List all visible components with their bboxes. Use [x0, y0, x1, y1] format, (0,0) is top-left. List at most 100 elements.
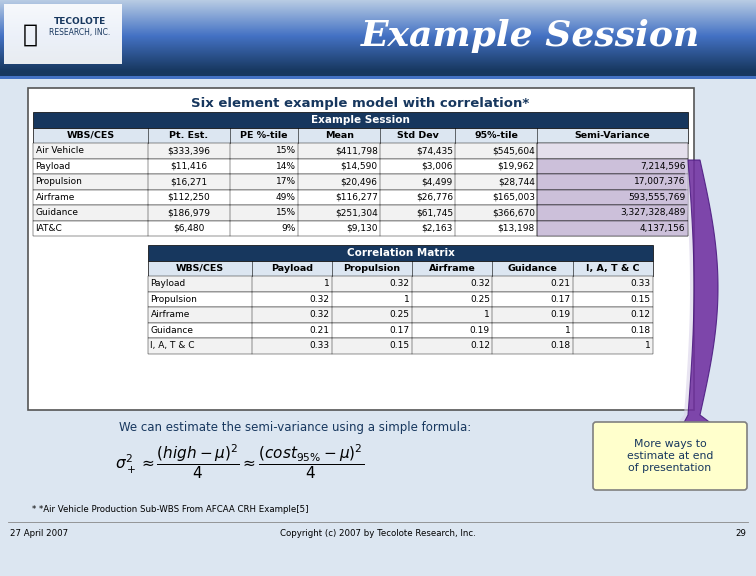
Bar	[0, 7, 756, 8]
Bar	[0, 5, 756, 6]
Text: 7,214,596: 7,214,596	[640, 162, 686, 170]
FancyBboxPatch shape	[148, 323, 653, 338]
Text: Semi-Variance: Semi-Variance	[575, 131, 650, 140]
Bar	[0, 22, 756, 23]
Bar	[0, 69, 756, 70]
FancyBboxPatch shape	[148, 338, 653, 354]
Text: $6,480: $6,480	[173, 223, 204, 233]
Text: 17,007,376: 17,007,376	[634, 177, 686, 186]
Text: 29: 29	[735, 529, 746, 539]
Bar	[0, 14, 756, 15]
Bar	[0, 42, 756, 43]
Text: $3,006: $3,006	[422, 162, 453, 170]
Text: $13,198: $13,198	[497, 223, 534, 233]
Text: $366,670: $366,670	[492, 209, 534, 217]
Bar	[0, 3, 756, 4]
Text: $112,250: $112,250	[167, 193, 210, 202]
Bar	[0, 45, 756, 46]
Text: Propulsion: Propulsion	[36, 177, 82, 186]
FancyBboxPatch shape	[33, 143, 688, 158]
Text: 0.32: 0.32	[309, 295, 330, 304]
Text: Propulsion: Propulsion	[150, 295, 197, 304]
Text: Pt. Est.: Pt. Est.	[169, 131, 208, 140]
Bar	[0, 70, 756, 71]
Bar	[0, 10, 756, 11]
Bar	[0, 53, 756, 54]
FancyBboxPatch shape	[538, 221, 688, 236]
Text: 14%: 14%	[276, 162, 296, 170]
Bar	[0, 38, 756, 39]
FancyBboxPatch shape	[33, 205, 688, 221]
Text: 0.18: 0.18	[631, 326, 650, 335]
FancyBboxPatch shape	[0, 72, 756, 76]
Bar	[0, 47, 756, 48]
Text: $11,416: $11,416	[170, 162, 207, 170]
Text: 1: 1	[645, 341, 650, 350]
Text: 0.17: 0.17	[550, 295, 570, 304]
Text: PE %-tile: PE %-tile	[240, 131, 287, 140]
Text: Payload: Payload	[36, 162, 71, 170]
Bar	[0, 4, 756, 5]
Text: TECOLOTE: TECOLOTE	[54, 17, 106, 26]
Bar	[0, 30, 756, 31]
Text: 15%: 15%	[276, 209, 296, 217]
Text: Correlation Matrix: Correlation Matrix	[346, 248, 454, 257]
Text: WBS/CES: WBS/CES	[67, 131, 114, 140]
Bar	[0, 57, 756, 58]
FancyBboxPatch shape	[28, 88, 694, 410]
FancyBboxPatch shape	[538, 205, 688, 221]
Text: $19,962: $19,962	[497, 162, 534, 170]
Bar	[0, 19, 756, 20]
Bar	[0, 49, 756, 50]
Bar	[0, 39, 756, 40]
FancyBboxPatch shape	[148, 260, 653, 276]
Bar	[0, 68, 756, 69]
Bar	[0, 43, 756, 44]
Bar	[0, 28, 756, 29]
Bar	[0, 63, 756, 64]
Bar	[0, 17, 756, 18]
Polygon shape	[676, 160, 694, 430]
FancyBboxPatch shape	[538, 190, 688, 205]
Text: $\sigma_+^2 \approx \dfrac{\left(high - \mu\right)^2}{4} \approx \dfrac{\left(co: $\sigma_+^2 \approx \dfrac{\left(high - …	[116, 443, 364, 481]
Text: More ways to
estimate at end
of presentation: More ways to estimate at end of presenta…	[627, 439, 713, 472]
Bar	[0, 40, 756, 41]
FancyBboxPatch shape	[148, 276, 653, 291]
Text: Six element example model with correlation*: Six element example model with correlati…	[191, 97, 529, 109]
Text: I, A, T & C: I, A, T & C	[586, 264, 640, 273]
Bar	[0, 9, 756, 10]
Bar	[0, 25, 756, 26]
Text: 17%: 17%	[276, 177, 296, 186]
Text: 0.25: 0.25	[389, 310, 410, 319]
Text: 3,327,328,489: 3,327,328,489	[620, 209, 686, 217]
Text: $2,163: $2,163	[422, 223, 453, 233]
Bar	[0, 20, 756, 21]
FancyBboxPatch shape	[148, 307, 653, 323]
FancyBboxPatch shape	[4, 4, 122, 64]
Text: $28,744: $28,744	[498, 177, 534, 186]
Text: 0.15: 0.15	[389, 341, 410, 350]
Text: Std Dev: Std Dev	[397, 131, 438, 140]
Bar	[0, 21, 756, 22]
FancyBboxPatch shape	[593, 422, 747, 490]
Bar	[0, 66, 756, 67]
FancyBboxPatch shape	[33, 221, 688, 236]
Text: $333,396: $333,396	[167, 146, 210, 156]
Bar	[0, 52, 756, 53]
Text: $61,745: $61,745	[416, 209, 453, 217]
Bar	[0, 51, 756, 52]
Text: 🦅: 🦅	[23, 23, 38, 47]
Text: $165,003: $165,003	[492, 193, 534, 202]
Text: $14,590: $14,590	[340, 162, 378, 170]
Bar	[0, 34, 756, 35]
Text: Example Session: Example Session	[311, 115, 410, 125]
Bar	[0, 41, 756, 42]
FancyBboxPatch shape	[33, 158, 688, 174]
Text: WBS/CES: WBS/CES	[175, 264, 224, 273]
Bar	[0, 1, 756, 2]
Text: $16,271: $16,271	[170, 177, 207, 186]
FancyBboxPatch shape	[538, 143, 688, 158]
Text: 0.17: 0.17	[389, 326, 410, 335]
Polygon shape	[680, 160, 720, 460]
Bar	[0, 2, 756, 3]
